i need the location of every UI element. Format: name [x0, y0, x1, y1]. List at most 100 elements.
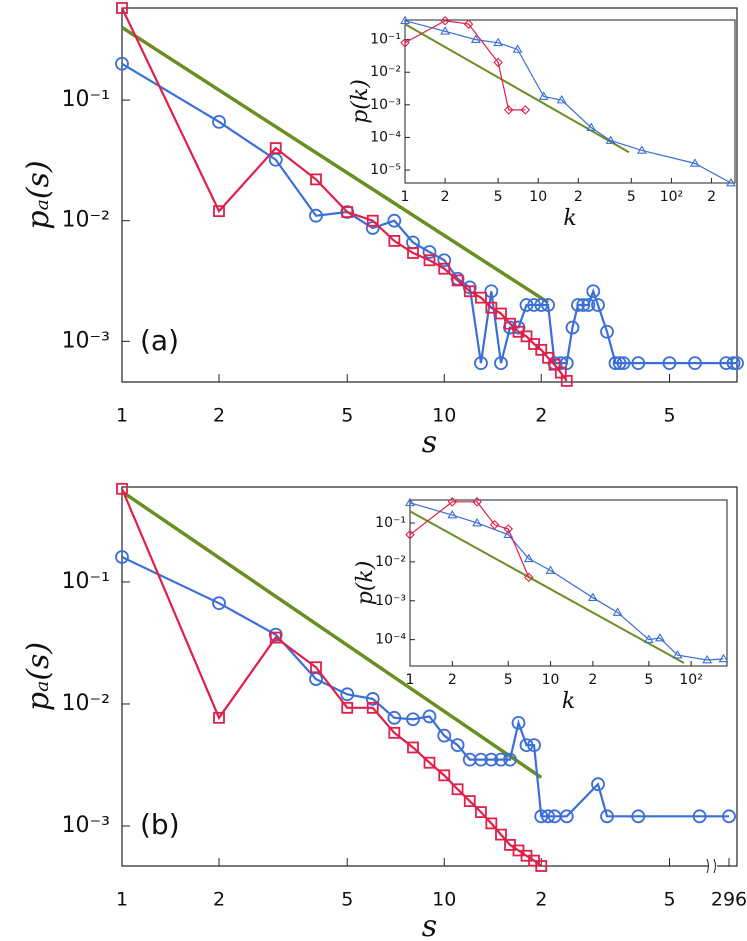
point: [310, 173, 322, 186]
point: [115, 56, 129, 71]
x-tick-label: 5: [663, 889, 675, 911]
y-tick-label: 10⁻²: [370, 64, 401, 80]
point: [495, 307, 507, 320]
point: [541, 298, 555, 312]
inset: 1 2 5 10 2 5 10² 10⁻¹ 10⁻² 10⁻³ 10⁻⁴ k p(k): [353, 497, 729, 714]
point: [495, 828, 507, 841]
point: [440, 26, 451, 35]
y-axis-label: pₐ(s): [21, 642, 56, 711]
point: [489, 519, 500, 530]
y-tick-label: 10⁻¹: [62, 569, 110, 594]
point: [591, 298, 605, 312]
y-tick-label: 10⁻⁴: [375, 632, 406, 648]
point: [485, 817, 498, 830]
x-tick-label: 296: [711, 889, 747, 911]
point: [616, 356, 631, 370]
y-tick-label: 10⁻³: [62, 328, 110, 353]
point: [213, 205, 225, 218]
series-line: [404, 20, 526, 111]
point: [463, 285, 476, 298]
x-tick-label: 1: [406, 672, 415, 688]
y-axis-label: p(k): [348, 79, 373, 124]
x-tick-label: 1: [401, 189, 410, 205]
point: [523, 553, 534, 563]
panel-label: (a): [140, 324, 179, 357]
point: [581, 298, 596, 312]
point: [553, 356, 568, 370]
point: [493, 37, 504, 47]
point: [612, 607, 623, 616]
point: [643, 634, 654, 643]
point: [527, 738, 541, 753]
x-tick-label: 10²: [679, 672, 702, 688]
point: [407, 741, 419, 754]
point: [116, 2, 128, 14]
point: [493, 57, 503, 68]
plot-frame: [121, 7, 738, 383]
point: [503, 524, 514, 534]
x-tick-label: 5: [341, 405, 353, 427]
x-tick-label: 5: [341, 889, 353, 911]
point: [689, 158, 700, 167]
series-line: [409, 510, 685, 664]
point: [726, 356, 741, 370]
point: [438, 262, 451, 275]
point: [406, 712, 420, 727]
y-tick-label: 10⁻¹: [370, 32, 401, 48]
series-line: [404, 20, 732, 184]
x-axis-label: s: [422, 909, 437, 941]
point: [340, 687, 355, 702]
x-axis-label: k: [563, 206, 576, 231]
x-tick-label: 2: [707, 189, 716, 205]
panel-label: (b): [140, 808, 180, 841]
point: [631, 809, 646, 824]
panel: 1 2 5 10 2 5 296 10⁻¹ 10⁻² 10⁻³ s pₐ(s) (b): [21, 482, 747, 941]
point: [451, 783, 464, 796]
point: [556, 94, 567, 104]
point: [422, 245, 437, 259]
point: [400, 38, 410, 48]
inset: 1 2 5 10 2 5 10² 2 10⁻¹ 10⁻² 10⁻³ 10⁻⁴ 10⁻⁵ k p(k): [348, 15, 736, 231]
y-tick-label: 10⁻⁴: [370, 129, 401, 145]
point: [423, 254, 436, 267]
point: [475, 291, 487, 304]
point: [268, 627, 283, 642]
x-tick-label: 10²: [660, 189, 683, 205]
point: [512, 44, 523, 53]
point: [387, 213, 402, 228]
point: [212, 596, 226, 611]
point: [400, 15, 410, 25]
point: [586, 122, 597, 131]
point: [450, 738, 465, 753]
point: [213, 711, 225, 724]
point: [636, 145, 647, 154]
x-tick-label: 2: [588, 672, 597, 688]
point: [541, 809, 555, 824]
point: [524, 572, 534, 583]
x-tick-label: 2: [574, 189, 583, 205]
point: [527, 298, 541, 312]
point: [692, 809, 707, 824]
point: [423, 756, 436, 769]
x-tick-label: 5: [644, 672, 653, 688]
point: [534, 298, 549, 312]
point: [387, 710, 402, 725]
y-tick-label: 10⁻²: [375, 554, 406, 570]
point: [366, 701, 379, 714]
point: [586, 284, 601, 299]
y-tick-label: 10⁻³: [370, 97, 401, 113]
y-tick-label: 10⁻³: [375, 593, 406, 609]
y-axis-label: p(k): [353, 561, 378, 606]
x-tick-label: 2: [448, 672, 457, 688]
x-axis-label: s: [422, 425, 437, 460]
point: [341, 206, 354, 218]
point: [212, 114, 226, 129]
point: [535, 343, 548, 356]
point: [494, 752, 508, 767]
point: [437, 728, 452, 743]
y-tick-label: 10⁻⁵: [370, 162, 401, 178]
point: [576, 298, 591, 312]
x-tick-label: 10: [542, 672, 560, 688]
point: [520, 105, 531, 115]
x-tick-label: 2: [535, 889, 547, 911]
